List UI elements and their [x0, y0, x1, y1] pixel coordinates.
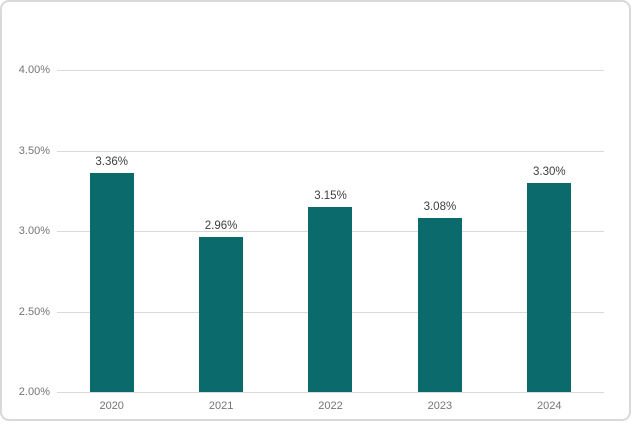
x-tick-label-2021: 2021 [208, 400, 234, 412]
y-tick-label: 4.00% [18, 64, 50, 76]
bar-2021 [199, 237, 244, 392]
bar-slot-2020: 3.36% [57, 70, 166, 392]
value-label-2023: 3.08% [423, 201, 457, 214]
x-tick-label-2022: 2022 [318, 400, 343, 412]
bar-2022 [308, 206, 353, 392]
bar-slot-2023: 3.08% [385, 70, 494, 392]
value-label-2020: 3.36% [95, 156, 128, 169]
value-label-2022: 3.15% [314, 189, 347, 202]
y-tick-label: 2.50% [18, 305, 50, 318]
x-tick-label-2024: 2024 [537, 400, 562, 412]
y-tick-label: 3.50% [18, 144, 50, 157]
x-tick-label-2023: 2023 [427, 400, 453, 412]
bar-slot-2022: 3.15% [276, 70, 385, 392]
value-label-2024: 3.30% [532, 165, 566, 178]
bar-2024 [527, 182, 572, 392]
value-label-2021: 2.96% [204, 220, 238, 233]
gridline [57, 392, 604, 393]
plot-area: 3.36% 2.96% 3.15% 3.08% 3.30% [57, 70, 604, 393]
bar-slot-2021: 2.96% [166, 70, 275, 392]
y-tick-label: 3.00% [18, 225, 50, 237]
gridline [57, 70, 604, 71]
bar-2023 [417, 218, 462, 392]
gridline [57, 150, 604, 152]
bar-slot-2024: 3.30% [495, 70, 604, 392]
bar-2020 [89, 173, 134, 392]
x-tick-label-2020: 2020 [99, 400, 124, 412]
y-tick-label: 2.00% [18, 386, 50, 398]
